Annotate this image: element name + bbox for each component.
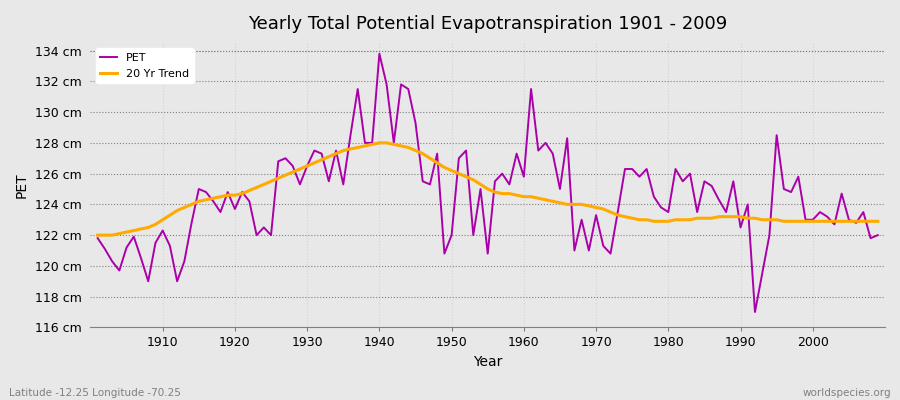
20 Yr Trend [518, 194, 529, 199]
20 Yr Trend [93, 233, 104, 238]
PET [518, 174, 529, 179]
Legend: PET, 20 Yr Trend: PET, 20 Yr Trend [96, 48, 194, 83]
PET [526, 87, 536, 92]
PET [309, 148, 320, 153]
20 Yr Trend [352, 145, 363, 150]
20 Yr Trend [526, 194, 536, 199]
Y-axis label: PET: PET [15, 172, 29, 198]
Title: Yearly Total Potential Evapotranspiration 1901 - 2009: Yearly Total Potential Evapotranspiratio… [248, 15, 727, 33]
PET [93, 236, 104, 241]
Line: 20 Yr Trend: 20 Yr Trend [98, 143, 878, 235]
Line: PET: PET [98, 54, 878, 312]
20 Yr Trend [309, 160, 320, 165]
20 Yr Trend [150, 222, 161, 227]
PET [612, 210, 623, 214]
X-axis label: Year: Year [473, 355, 502, 369]
Text: worldspecies.org: worldspecies.org [803, 388, 891, 398]
PET [872, 233, 883, 238]
PET [374, 51, 385, 56]
20 Yr Trend [374, 140, 385, 145]
20 Yr Trend [612, 213, 623, 218]
20 Yr Trend [872, 219, 883, 224]
Text: Latitude -12.25 Longitude -70.25: Latitude -12.25 Longitude -70.25 [9, 388, 181, 398]
PET [352, 87, 363, 92]
PET [150, 240, 161, 245]
PET [750, 310, 760, 314]
